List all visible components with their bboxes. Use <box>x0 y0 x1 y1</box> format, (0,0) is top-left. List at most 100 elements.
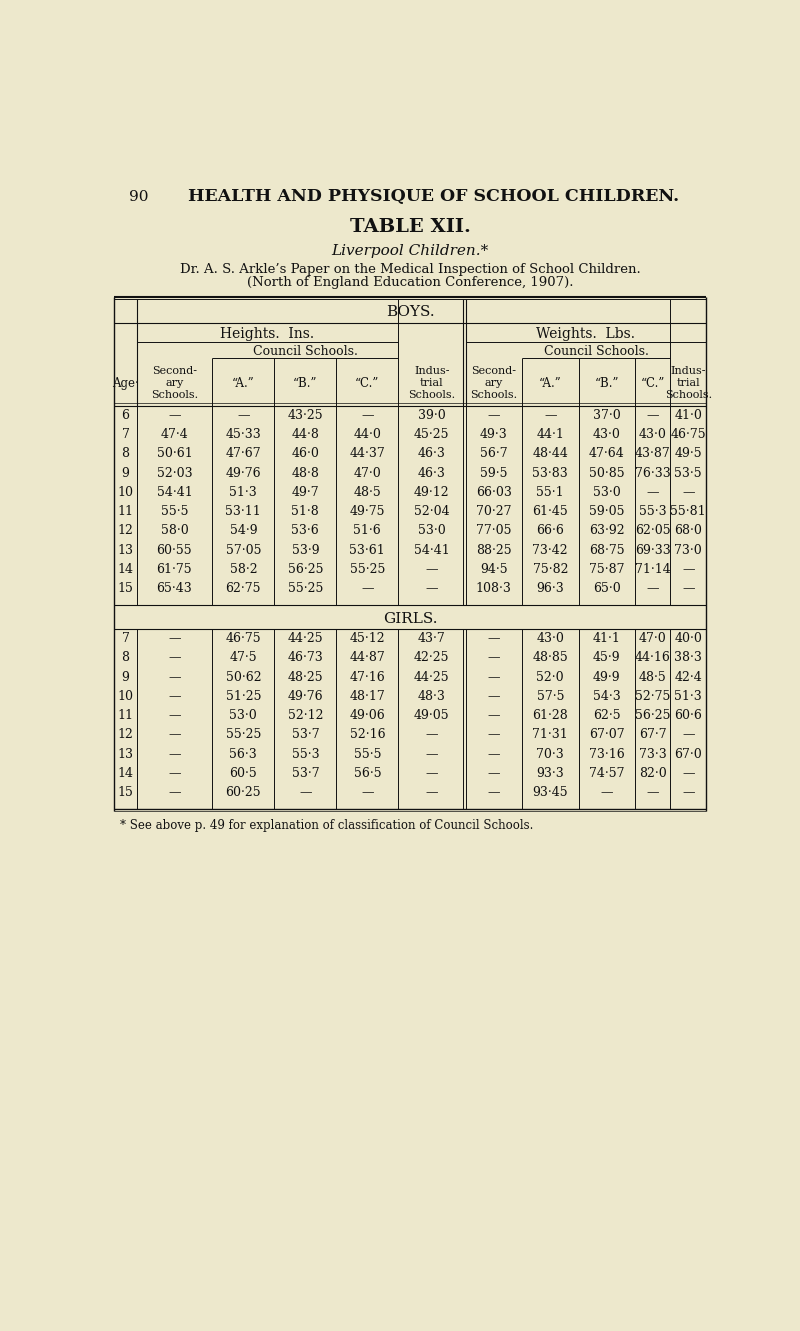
Text: Heights.  Ins.: Heights. Ins. <box>220 326 314 341</box>
Text: 41·1: 41·1 <box>593 632 621 646</box>
Text: 60·6: 60·6 <box>674 709 702 723</box>
Text: 53·6: 53·6 <box>291 524 319 538</box>
Text: 73·3: 73·3 <box>638 748 666 760</box>
Text: 52·75: 52·75 <box>635 689 670 703</box>
Text: —: — <box>487 709 500 723</box>
Text: —: — <box>426 767 438 780</box>
Text: 55·5: 55·5 <box>354 748 381 760</box>
Text: —: — <box>682 582 694 595</box>
Text: 42·25: 42·25 <box>414 651 450 664</box>
Text: 6: 6 <box>122 409 130 422</box>
Text: 46·3: 46·3 <box>418 447 446 461</box>
Text: 71·14: 71·14 <box>634 563 670 576</box>
Text: 49·9: 49·9 <box>593 671 621 684</box>
Text: 45·25: 45·25 <box>414 429 450 441</box>
Text: “C.”: “C.” <box>640 377 665 390</box>
Text: 45·9: 45·9 <box>593 651 621 664</box>
Text: —: — <box>487 748 500 760</box>
Text: 53·83: 53·83 <box>533 467 568 479</box>
Text: 62·5: 62·5 <box>593 709 621 723</box>
Text: 56·25: 56·25 <box>288 563 323 576</box>
Text: 7: 7 <box>122 429 130 441</box>
Text: 56·5: 56·5 <box>354 767 381 780</box>
Text: HEALTH AND PHYSIQUE OF SCHOOL CHILDREN.: HEALTH AND PHYSIQUE OF SCHOOL CHILDREN. <box>188 188 679 205</box>
Text: 54·3: 54·3 <box>593 689 621 703</box>
Text: 43·87: 43·87 <box>634 447 670 461</box>
Text: 44·25: 44·25 <box>414 671 450 684</box>
Text: 53·9: 53·9 <box>291 543 319 556</box>
Text: 55·5: 55·5 <box>161 504 188 518</box>
Text: * See above p. 49 for explanation of classification of Council Schools.: * See above p. 49 for explanation of cla… <box>120 820 534 832</box>
Text: —: — <box>168 728 181 741</box>
Text: 53·0: 53·0 <box>230 709 258 723</box>
Text: 54·9: 54·9 <box>230 524 257 538</box>
Text: 108·3: 108·3 <box>476 582 512 595</box>
Text: —: — <box>601 787 613 799</box>
Text: 14: 14 <box>118 563 134 576</box>
Text: 94·5: 94·5 <box>480 563 507 576</box>
Text: 56·7: 56·7 <box>480 447 507 461</box>
Text: 93·3: 93·3 <box>537 767 564 780</box>
Text: —: — <box>299 787 312 799</box>
Text: 44·1: 44·1 <box>536 429 564 441</box>
Text: 55·3: 55·3 <box>291 748 319 760</box>
Text: 43·25: 43·25 <box>287 409 323 422</box>
Text: 40·0: 40·0 <box>674 632 702 646</box>
Text: —: — <box>487 671 500 684</box>
Text: 67·0: 67·0 <box>674 748 702 760</box>
Text: 42·4: 42·4 <box>674 671 702 684</box>
Text: —: — <box>487 767 500 780</box>
Text: BOYS.: BOYS. <box>386 305 434 319</box>
Text: 61·28: 61·28 <box>533 709 568 723</box>
Text: 53·5: 53·5 <box>674 467 702 479</box>
Text: 49·75: 49·75 <box>350 504 385 518</box>
Text: 96·3: 96·3 <box>537 582 564 595</box>
Text: 44·16: 44·16 <box>634 651 670 664</box>
Text: 77·05: 77·05 <box>476 524 511 538</box>
Text: 59·05: 59·05 <box>589 504 625 518</box>
Text: 57·05: 57·05 <box>226 543 261 556</box>
Text: 55·25: 55·25 <box>350 563 385 576</box>
Text: 65·43: 65·43 <box>157 582 192 595</box>
Text: 10: 10 <box>118 486 134 499</box>
Text: 48·5: 48·5 <box>354 486 382 499</box>
Text: —: — <box>646 582 659 595</box>
Text: —: — <box>426 582 438 595</box>
Text: 44·25: 44·25 <box>287 632 323 646</box>
Text: 70·27: 70·27 <box>476 504 511 518</box>
Text: 61·75: 61·75 <box>157 563 192 576</box>
Text: 60·5: 60·5 <box>230 767 258 780</box>
Text: 48·17: 48·17 <box>350 689 386 703</box>
Text: 47·4: 47·4 <box>161 429 188 441</box>
Text: 44·87: 44·87 <box>350 651 386 664</box>
Text: Indus-
trial
Schools.: Indus- trial Schools. <box>665 366 712 401</box>
Text: 8: 8 <box>122 447 130 461</box>
Text: 66·03: 66·03 <box>476 486 512 499</box>
Text: 46·3: 46·3 <box>418 467 446 479</box>
Text: —: — <box>544 409 557 422</box>
Text: 49·76: 49·76 <box>287 689 323 703</box>
Text: 46·0: 46·0 <box>291 447 319 461</box>
Text: —: — <box>646 409 659 422</box>
Text: 71·31: 71·31 <box>533 728 568 741</box>
Text: 90: 90 <box>130 190 149 204</box>
Text: —: — <box>646 486 659 499</box>
Text: 68·0: 68·0 <box>674 524 702 538</box>
Text: 15: 15 <box>118 787 134 799</box>
Text: 49·76: 49·76 <box>226 467 261 479</box>
Text: —: — <box>168 632 181 646</box>
Text: 43·0: 43·0 <box>638 429 666 441</box>
Text: —: — <box>682 787 694 799</box>
Text: 75·82: 75·82 <box>533 563 568 576</box>
Text: 47·64: 47·64 <box>589 447 625 461</box>
Text: “A.”: “A.” <box>232 377 254 390</box>
Text: 12: 12 <box>118 728 134 741</box>
Text: 49·7: 49·7 <box>291 486 319 499</box>
Text: 41·0: 41·0 <box>674 409 702 422</box>
Text: “B.”: “B.” <box>293 377 318 390</box>
Text: —: — <box>426 563 438 576</box>
Text: 7: 7 <box>122 632 130 646</box>
Text: —: — <box>361 582 374 595</box>
Text: 57·5: 57·5 <box>537 689 564 703</box>
Text: 60·55: 60·55 <box>157 543 192 556</box>
